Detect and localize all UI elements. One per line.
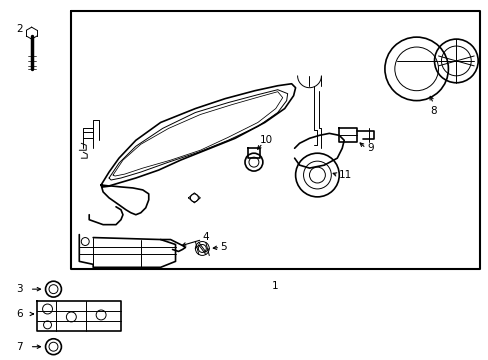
Text: 5: 5 — [220, 243, 226, 252]
Text: 1: 1 — [271, 281, 278, 291]
Text: 9: 9 — [366, 143, 373, 153]
Text: 2: 2 — [17, 24, 23, 34]
Text: 3: 3 — [17, 284, 23, 294]
Text: 4: 4 — [202, 231, 208, 242]
Text: 6: 6 — [17, 309, 23, 319]
Text: 7: 7 — [17, 342, 23, 352]
Text: 11: 11 — [339, 170, 352, 180]
Text: 8: 8 — [429, 105, 436, 116]
Text: 10: 10 — [259, 135, 272, 145]
